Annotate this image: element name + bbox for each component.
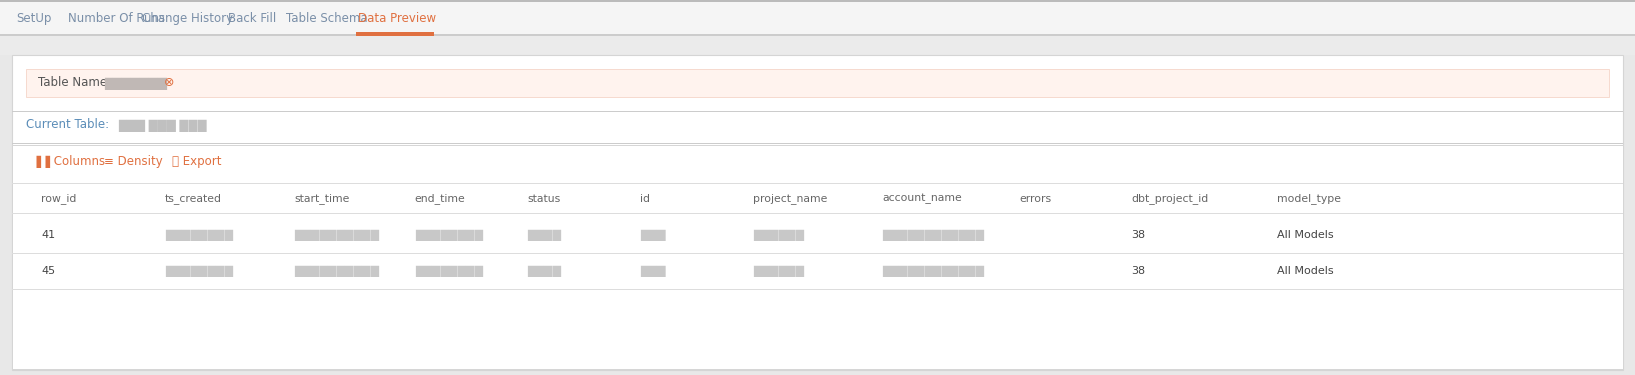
Text: SetUp: SetUp [16,12,51,25]
Text: errors: errors [1019,194,1051,204]
Text: ⮭ Export: ⮭ Export [172,154,221,168]
Text: ███████: ███████ [105,76,167,90]
FancyBboxPatch shape [11,143,1624,144]
FancyBboxPatch shape [11,145,1624,369]
FancyBboxPatch shape [11,213,1624,214]
FancyBboxPatch shape [0,0,1635,35]
FancyBboxPatch shape [11,111,1624,112]
Text: 41: 41 [41,230,56,240]
Text: Data Preview: Data Preview [358,12,437,25]
Text: Table Schema: Table Schema [286,12,368,25]
FancyBboxPatch shape [0,35,1635,55]
Text: Number Of Runs: Number Of Runs [69,12,165,25]
Text: ████████: ████████ [165,230,234,241]
Text: ███: ███ [641,230,665,241]
Text: ▐▐ Columns: ▐▐ Columns [33,154,105,168]
Text: ████████: ████████ [415,230,482,241]
Text: Current Table:: Current Table: [26,118,110,132]
FancyBboxPatch shape [356,32,433,36]
Text: 38: 38 [1131,230,1146,240]
FancyBboxPatch shape [26,69,1609,97]
Text: start_time: start_time [294,194,350,204]
Text: Change History: Change History [142,12,234,25]
Text: ████████: ████████ [415,266,482,277]
Text: ████: ████ [528,266,561,277]
Text: status: status [528,194,561,204]
Text: ████: ████ [528,230,561,241]
Text: ≡ Density: ≡ Density [105,154,164,168]
Text: 38: 38 [1131,266,1146,276]
Text: account_name: account_name [881,194,961,204]
Text: ⊗: ⊗ [164,76,175,90]
Text: end_time: end_time [415,194,466,204]
Text: Back Fill: Back Fill [227,12,276,25]
Text: All Models: All Models [1277,266,1333,276]
Text: ███: ███ [641,266,665,277]
FancyBboxPatch shape [0,34,1635,36]
Text: ██████: ██████ [754,266,804,277]
Text: ██████████: ██████████ [294,266,379,277]
Text: All Models: All Models [1277,230,1333,240]
FancyBboxPatch shape [11,253,1624,254]
Text: row_id: row_id [41,194,77,204]
Text: ████████████: ████████████ [881,230,984,241]
Text: id: id [641,194,651,204]
FancyBboxPatch shape [11,183,1624,184]
Text: ██████: ██████ [754,230,804,241]
Text: model_type: model_type [1277,194,1341,204]
Text: ████████████: ████████████ [881,266,984,277]
Text: Table Name -: Table Name - [38,76,114,90]
Text: ██████████: ██████████ [294,230,379,241]
Text: project_name: project_name [754,194,827,204]
Text: ts_created: ts_created [165,194,222,204]
Text: ████████: ████████ [165,266,234,277]
Text: dbt_project_id: dbt_project_id [1131,194,1208,204]
FancyBboxPatch shape [0,0,1635,2]
FancyBboxPatch shape [11,289,1624,290]
FancyBboxPatch shape [11,55,1624,370]
Text: ███ ███ ███: ███ ███ ███ [118,118,206,132]
Text: 45: 45 [41,266,56,276]
